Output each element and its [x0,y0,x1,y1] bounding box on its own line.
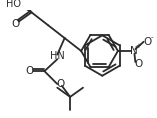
Text: N: N [130,46,137,56]
Text: HO: HO [5,0,21,9]
Text: O: O [143,37,151,47]
Text: O: O [26,66,34,76]
Text: -: - [151,35,154,41]
Text: O: O [12,19,20,29]
Text: +: + [136,43,141,49]
Text: O: O [134,59,142,69]
Text: O: O [57,79,65,89]
Text: HN: HN [50,51,65,61]
